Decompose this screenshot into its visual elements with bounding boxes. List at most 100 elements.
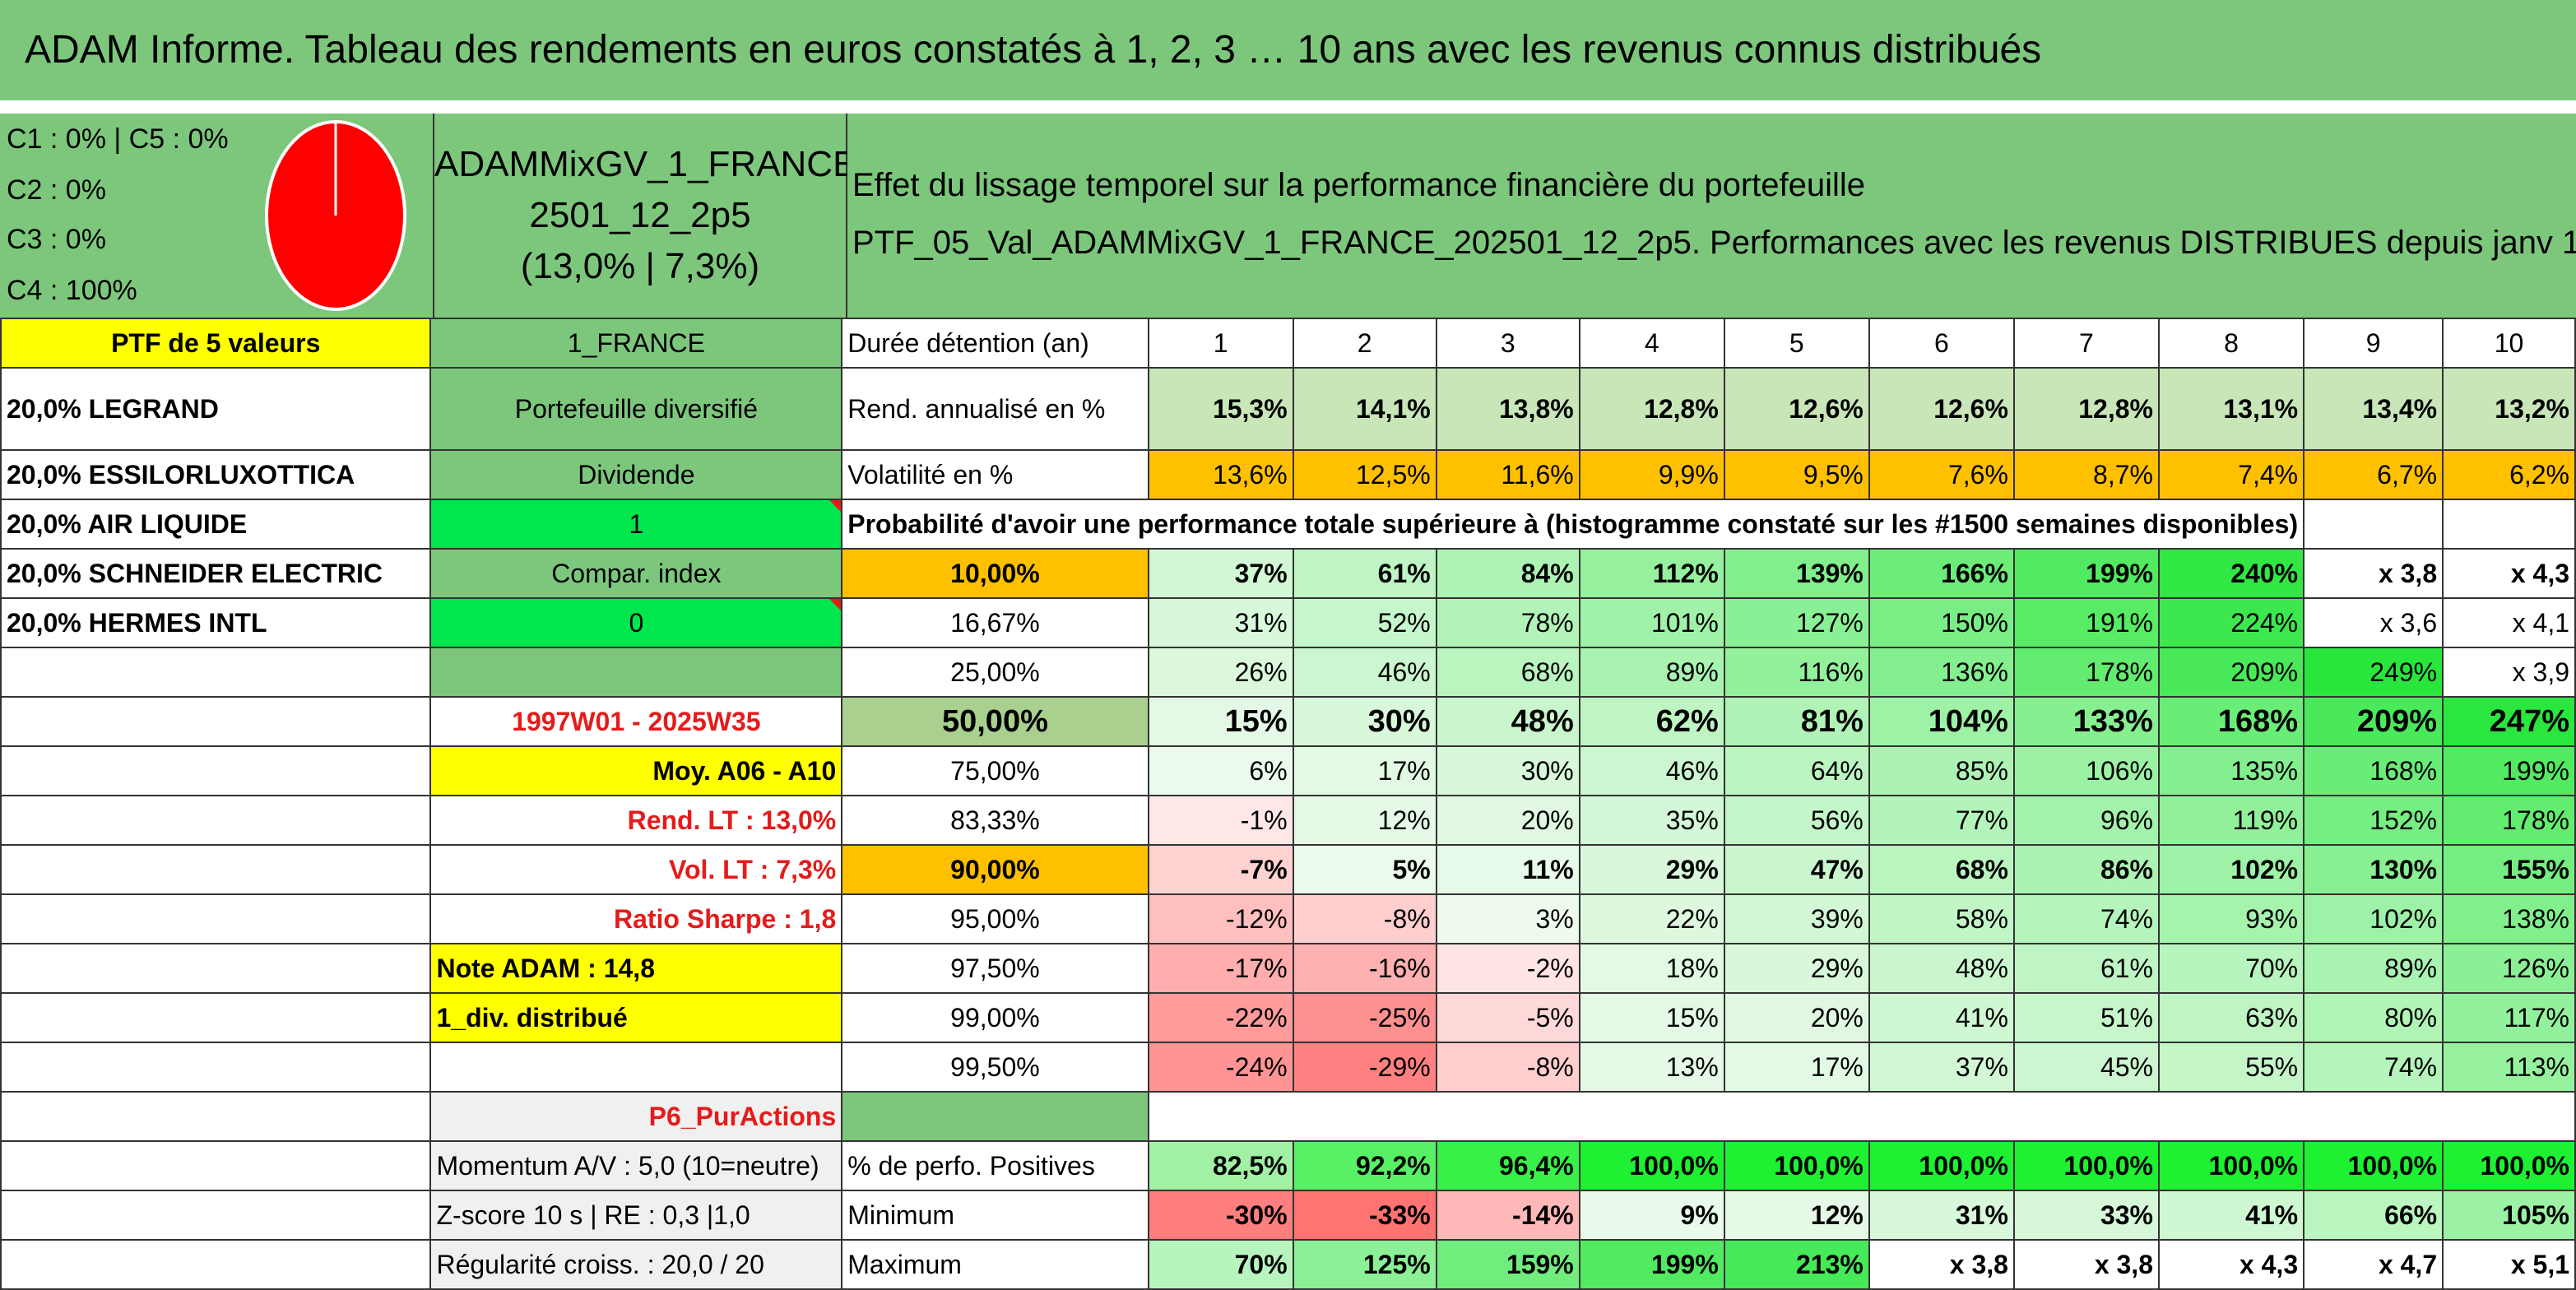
probability-value: 178% <box>2442 795 2576 846</box>
zscore-label: Z-score 10 s | RE : 0,3 |1,0 <box>429 1190 843 1241</box>
probability-value: 139% <box>1723 548 1870 599</box>
probability-threshold: 75,00% <box>841 745 1149 796</box>
probability-value: 70% <box>2157 943 2305 994</box>
sharpe-ratio: Ratio Sharpe : 1,8 <box>429 893 843 944</box>
holding-line: 20,0% LEGRAND <box>0 367 432 451</box>
minimum-value: 105% <box>2442 1190 2576 1241</box>
table-row: 20,0% SCHNEIDER ELECTRIC Compar. index 10,… <box>0 548 2576 599</box>
probability-value: 29% <box>1723 943 1870 994</box>
vol-value: 6,2% <box>2442 449 2576 500</box>
probability-value: 199% <box>2012 548 2160 599</box>
table-row: PTF de 5 valeurs 1_FRANCE Durée détention … <box>0 318 2576 369</box>
empty-cell <box>841 1091 1149 1142</box>
rend-value: 12,8% <box>1578 367 1725 451</box>
positive-value: 100,0% <box>2157 1140 2305 1191</box>
probability-value: x 4,3 <box>2442 548 2576 599</box>
probability-value: 209% <box>2303 696 2444 747</box>
portfolio-stats: (13,0% | 7,3%) <box>520 246 760 286</box>
table-row: Rend. LT : 13,0% 83,33% -1% 12% 20% 35% 56% 77%… <box>0 795 2576 846</box>
spacer-strip <box>0 100 2576 114</box>
positive-label: % de perfo. Positives <box>841 1140 1149 1191</box>
table-row: 1997W01 - 2025W35 50,00% 15% 30% 48% 62% 81% 10… <box>0 696 2576 747</box>
vol-value: 9,5% <box>1723 449 1870 500</box>
minimum-value: 9% <box>1578 1190 1725 1241</box>
probability-value: 81% <box>1723 696 1870 747</box>
probability-value: 85% <box>1868 745 2015 796</box>
regularity-label: Régularité croiss. : 20,0 / 20 <box>429 1239 843 1290</box>
rend-value: 13,2% <box>2442 367 2576 451</box>
description-panel: Effet du lissage temporel sur la perform… <box>847 114 2576 318</box>
probability-value: -25% <box>1292 992 1437 1043</box>
probability-value: x 3,6 <box>2303 597 2444 648</box>
portfolio-type: Portefeuille diversifié <box>429 367 843 451</box>
positive-value: 100,0% <box>1868 1140 2015 1191</box>
maximum-value: 70% <box>1147 1239 1294 1290</box>
long-term-volatility: Vol. LT : 7,3% <box>429 844 843 895</box>
probability-value: 17% <box>1723 1042 1870 1093</box>
year-header: 7 <box>2012 318 2160 369</box>
region-label: 1_FRANCE <box>429 318 843 369</box>
table-row: 99,50% -24% -29% -8% 13% 17% 37% 45% 55% 74% 113% <box>0 1042 2576 1093</box>
probability-value: 46% <box>1578 745 1725 796</box>
probability-value: -24% <box>1147 1042 1294 1093</box>
probability-value: -5% <box>1435 992 1580 1043</box>
probability-value: 11% <box>1435 844 1580 895</box>
probability-threshold: 16,67% <box>841 597 1149 648</box>
year-header: 5 <box>1723 318 1870 369</box>
vol-value: 7,4% <box>2157 449 2305 500</box>
vol-label: Volatilité en % <box>841 449 1149 500</box>
probability-value: 64% <box>1723 745 1870 796</box>
probability-value: 12% <box>1292 795 1437 846</box>
probability-value: 136% <box>1868 647 2015 698</box>
minimum-value: -30% <box>1147 1190 1294 1241</box>
rend-value: 14,1% <box>1292 367 1437 451</box>
minimum-value: 12% <box>1723 1190 1870 1241</box>
long-term-return: Rend. LT : 13,0% <box>429 795 843 846</box>
probability-value: 135% <box>2157 745 2305 796</box>
probability-value: 5% <box>1292 844 1437 895</box>
probability-value: 15% <box>1578 992 1725 1043</box>
probability-value: 48% <box>1868 943 2015 994</box>
allocation-pie-chart <box>265 120 406 311</box>
table-row: Ratio Sharpe : 1,8 95,00% -12% -8% 3% 22% 39% 5… <box>0 893 2576 944</box>
probability-value: 31% <box>1147 597 1294 648</box>
year-header: 9 <box>2303 318 2444 369</box>
probability-threshold: 99,00% <box>841 992 1149 1043</box>
empty-cell <box>0 745 432 796</box>
probability-value: 58% <box>1868 893 2015 944</box>
dividend-label: Dividende <box>429 449 843 500</box>
minimum-value: 66% <box>2303 1190 2444 1241</box>
empty-cell <box>0 844 432 895</box>
probability-value: 20% <box>1435 795 1580 846</box>
probability-value: 63% <box>2157 992 2305 1043</box>
probability-value: 224% <box>2157 597 2305 648</box>
probability-value: 96% <box>2012 795 2160 846</box>
maximum-value: 159% <box>1435 1239 1580 1290</box>
allocation-line: C1 : 0% | C5 : 0% <box>7 123 229 155</box>
maximum-value: 213% <box>1723 1239 1870 1290</box>
table-row: Moy. A06 - A10 75,00% 6% 17% 30% 46% 64% 85% 106… <box>0 745 2576 796</box>
minimum-label: Minimum <box>841 1190 1149 1241</box>
probability-value: 116% <box>1723 647 1870 698</box>
positive-value: 100,0% <box>1723 1140 1870 1191</box>
probability-value: 18% <box>1578 943 1725 994</box>
probability-value: 102% <box>2303 893 2444 944</box>
maximum-value: 199% <box>1578 1239 1725 1290</box>
probability-threshold: 10,00% <box>841 548 1149 599</box>
empty-cell <box>429 1042 843 1093</box>
probability-value: 155% <box>2442 844 2576 895</box>
probability-value: 86% <box>2012 844 2160 895</box>
positive-value: 92,2% <box>1292 1140 1437 1191</box>
empty-cell <box>0 696 432 747</box>
period-label: 1997W01 - 2025W35 <box>429 696 843 747</box>
empty-cell <box>0 992 432 1043</box>
positive-value: 100,0% <box>2012 1140 2160 1191</box>
probability-value: 102% <box>2157 844 2305 895</box>
maximum-value: x 3,8 <box>2012 1239 2160 1290</box>
probability-threshold: 99,50% <box>841 1042 1149 1093</box>
probability-value: 20% <box>1723 992 1870 1043</box>
duration-label: Durée détention (an) <box>841 318 1149 369</box>
probability-threshold: 83,33% <box>841 795 1149 846</box>
probability-value: 68% <box>1435 647 1580 698</box>
probability-value: 39% <box>1723 893 1870 944</box>
